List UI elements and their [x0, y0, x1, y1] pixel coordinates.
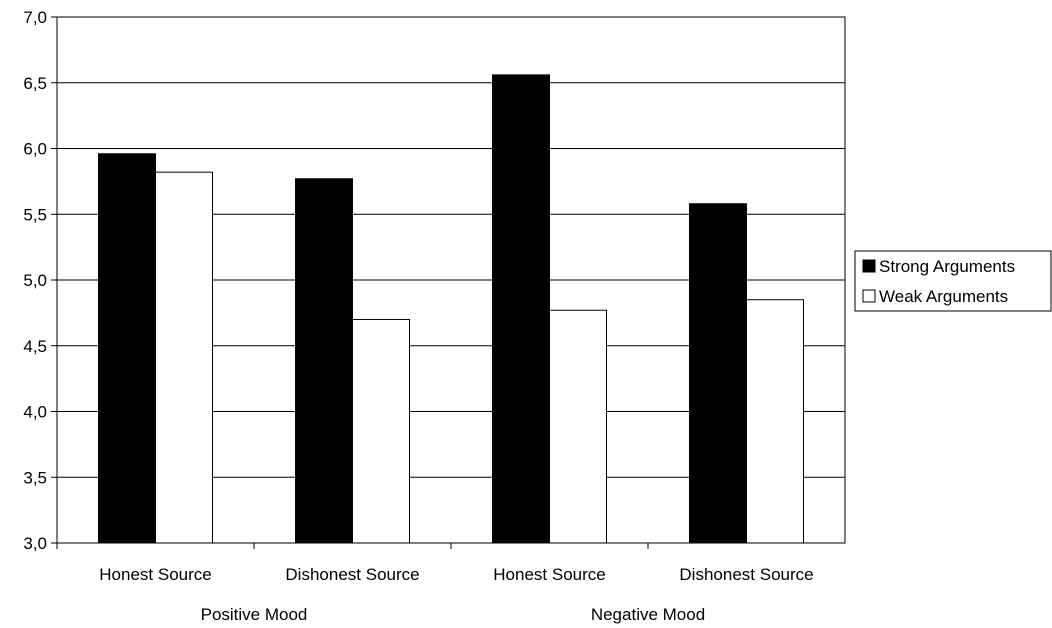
y-tick-label: 3,0: [23, 534, 47, 553]
bar-weak-arguments-1: [352, 318, 410, 544]
y-tick-label: 7,0: [23, 8, 47, 27]
legend-swatch: [862, 289, 876, 303]
legend-label: Weak Arguments: [879, 287, 1008, 306]
x-category-label: Dishonest Source: [679, 565, 813, 584]
y-tick-label: 6,5: [23, 74, 47, 93]
bar-strong-arguments-3: [689, 203, 747, 544]
y-tick-label: 6,0: [23, 140, 47, 159]
bars: [56, 74, 804, 549]
x-group-label: Positive Mood: [201, 605, 308, 624]
bar-strong-arguments-2: [492, 74, 550, 544]
y-tick-label: 4,0: [23, 403, 47, 422]
y-axis-ticks: 3,0 3,5 4,0 4,5 5,0 5,5 6,0 6,5 7,0: [23, 8, 57, 553]
x-category-label: Honest Source: [493, 565, 605, 584]
legend: Strong Arguments Weak Arguments: [854, 250, 1052, 312]
bar-strong-arguments-1: [295, 178, 353, 544]
legend-label: Strong Arguments: [879, 257, 1015, 276]
y-tick-label: 5,5: [23, 205, 47, 224]
x-axis-category-labels: Honest Source Dishonest Source Honest Sour…: [99, 565, 813, 584]
bar-weak-arguments-0: [155, 171, 213, 544]
x-category-label: Dishonest Source: [285, 565, 419, 584]
x-category-label: Honest Source: [99, 565, 211, 584]
legend-swatch: [862, 259, 876, 273]
y-tick-label: 4,5: [23, 337, 47, 356]
y-tick-label: 3,5: [23, 468, 47, 487]
x-group-label: Negative Mood: [591, 605, 705, 624]
y-tick-label: 5,0: [23, 271, 47, 290]
bar-weak-arguments-2: [549, 309, 607, 544]
bar-weak-arguments-3: [746, 299, 804, 544]
bar-strong-arguments-0: [98, 153, 156, 544]
x-axis-group-labels: Positive Mood Negative Mood: [201, 605, 706, 624]
legend-frame: [854, 250, 1052, 312]
